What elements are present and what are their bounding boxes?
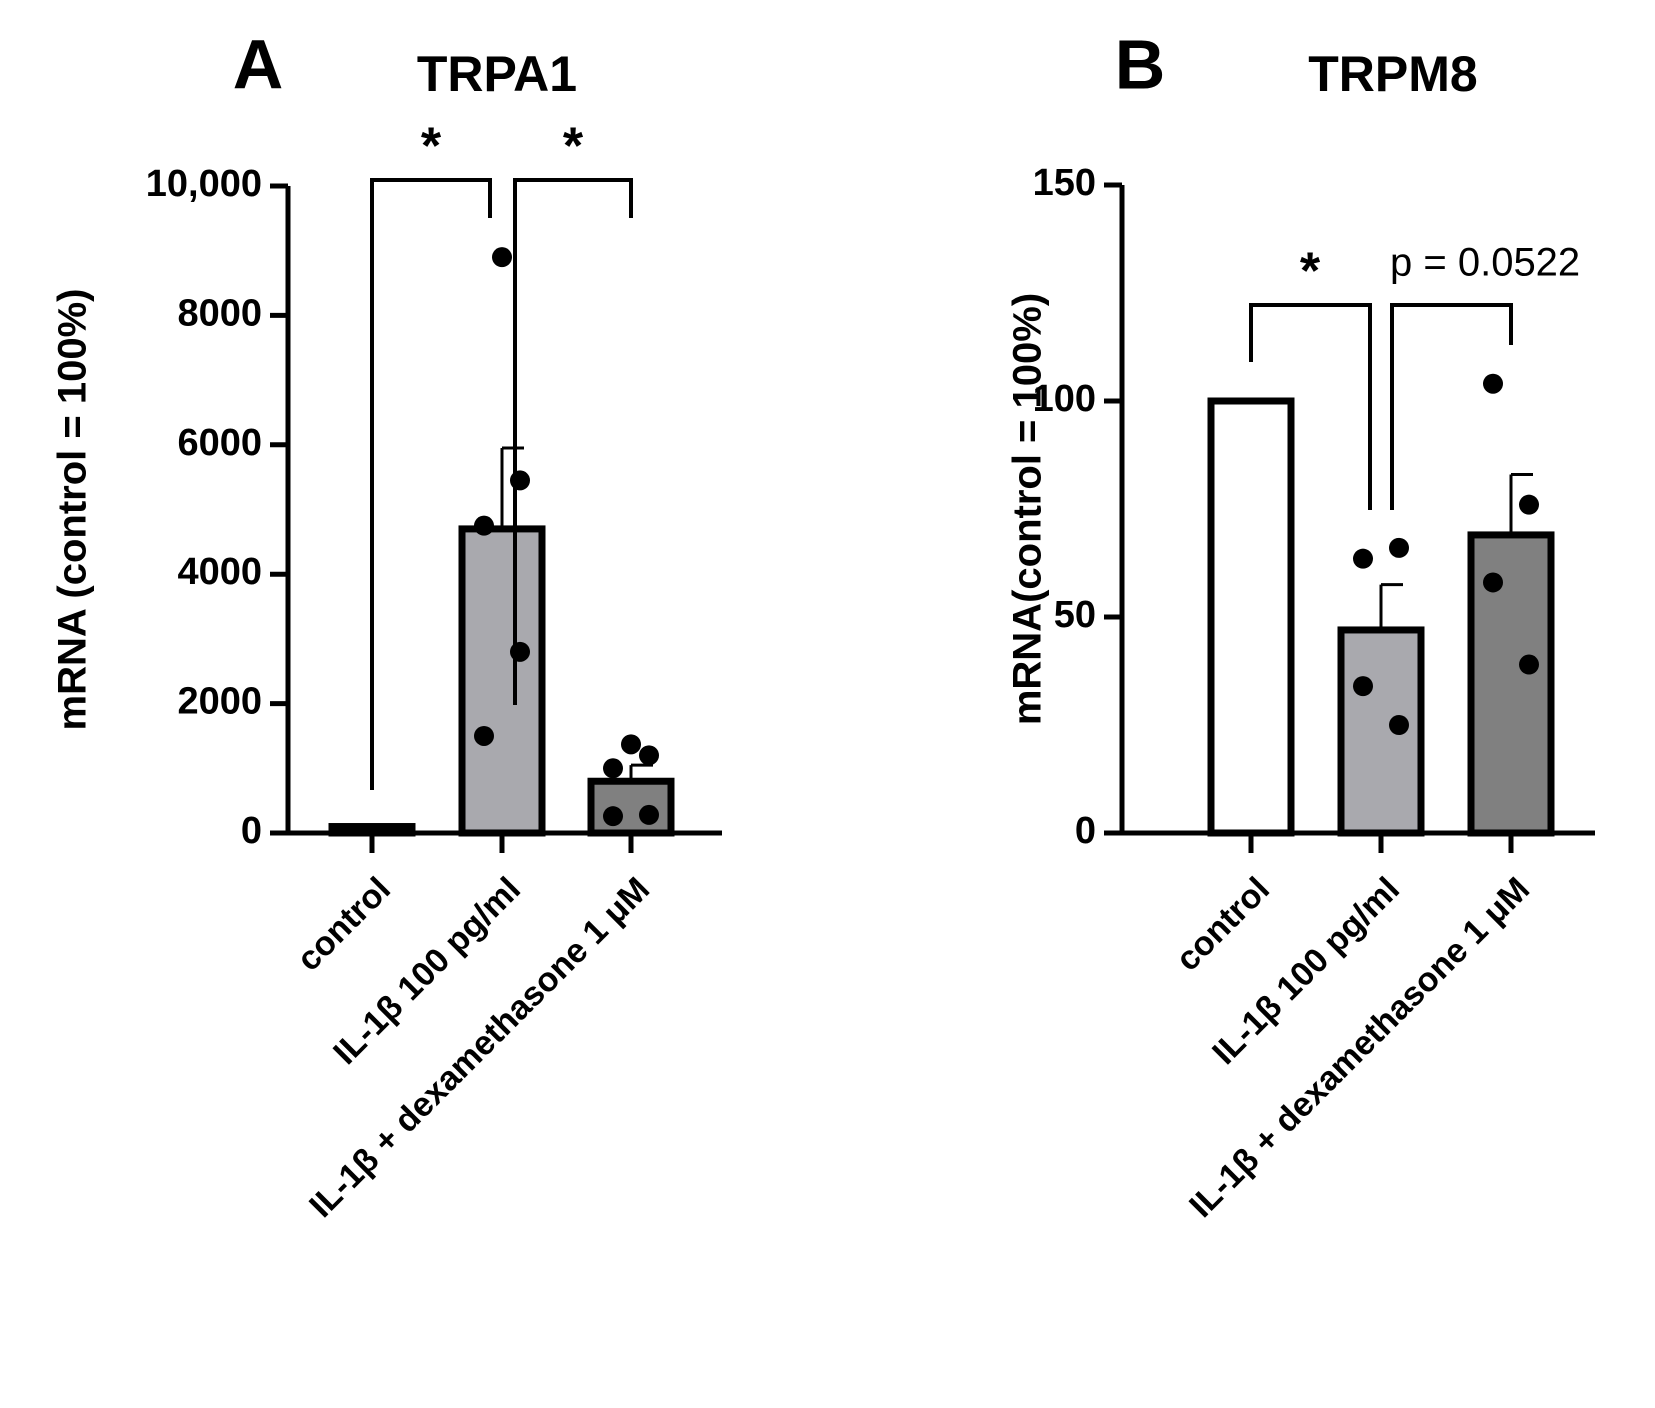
axes xyxy=(1119,185,1595,836)
data-point xyxy=(621,734,641,755)
significance-bracket xyxy=(370,178,492,790)
chart-title: TRPA1 xyxy=(417,46,577,102)
chart-title: TRPM8 xyxy=(1308,46,1477,102)
data-point xyxy=(603,758,623,779)
significance-bracket xyxy=(1390,303,1513,510)
bar xyxy=(1207,397,1295,837)
bar xyxy=(1467,531,1555,837)
y-tick-label: 10,000 xyxy=(146,163,262,205)
data-point xyxy=(603,806,623,827)
bar xyxy=(458,525,546,837)
y-tick-label: 8000 xyxy=(177,292,262,334)
annotation: * xyxy=(563,118,584,176)
panel-letter: B xyxy=(1115,25,1166,103)
y-tick-label: 2000 xyxy=(177,681,262,723)
y-tick-label: 100 xyxy=(1033,378,1096,420)
x-tick-label: control xyxy=(290,870,398,978)
data-point xyxy=(639,804,659,825)
panel-letter: A xyxy=(233,25,284,103)
error-bar xyxy=(1509,472,1533,535)
y-tick-label: 0 xyxy=(241,810,262,852)
y-axis-label: mRNA (control = 100%) xyxy=(51,289,95,731)
annotation: p = 0.0522 xyxy=(1390,241,1580,285)
y-tick-label: 0 xyxy=(1075,810,1096,852)
y-tick-label: 6000 xyxy=(177,422,262,464)
data-point xyxy=(1519,654,1539,675)
bar xyxy=(587,777,675,837)
data-point xyxy=(1389,537,1409,558)
annotation: * xyxy=(421,118,442,176)
bar xyxy=(1337,626,1425,837)
data-point xyxy=(1483,572,1503,593)
y-tick-label: 50 xyxy=(1054,594,1096,636)
error-bar xyxy=(1379,583,1403,630)
y-tick-label: 150 xyxy=(1033,162,1096,204)
data-point xyxy=(1389,715,1409,735)
y-axis-label: mRNA(control = 100%) xyxy=(1006,293,1050,725)
x-tick-label: control xyxy=(1169,870,1277,978)
axes xyxy=(285,186,722,836)
data-point xyxy=(1353,548,1373,569)
data-point xyxy=(474,515,494,536)
annotation: * xyxy=(1300,243,1321,301)
data-point xyxy=(639,745,659,766)
data-point xyxy=(1483,373,1503,394)
data-point xyxy=(474,725,494,746)
y-tick-label: 4000 xyxy=(177,551,262,593)
data-point xyxy=(1519,494,1539,515)
significance-bracket xyxy=(513,178,633,705)
data-point xyxy=(1353,676,1373,697)
significance-bracket xyxy=(1249,303,1372,510)
data-point xyxy=(492,247,512,268)
